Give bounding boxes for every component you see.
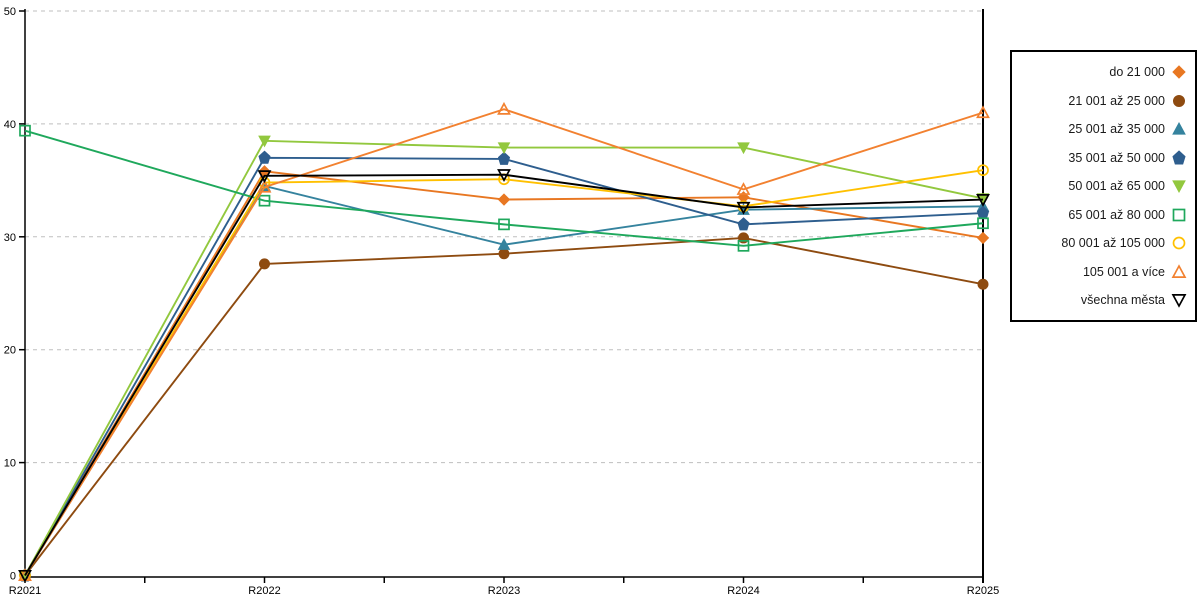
triangle-up-marker-icon (497, 238, 511, 250)
series-line (24, 173, 984, 576)
legend-item-label: 80 001 až 105 000 (1061, 236, 1165, 250)
pentagon-marker-icon (1172, 149, 1186, 164)
series-5 (19, 124, 989, 252)
legend-pentagon-icon (1172, 149, 1186, 164)
legend-diamond-icon (1172, 65, 1186, 79)
legend-item-label: do 21 000 (1109, 65, 1165, 79)
legend-circle-icon (1173, 94, 1185, 107)
series-0 (18, 165, 990, 582)
square-marker-icon (19, 124, 31, 137)
square-marker-icon (1172, 208, 1186, 221)
legend-item-label: 65 001 až 80 000 (1068, 207, 1165, 222)
circle-marker-icon (977, 278, 989, 290)
y-tick-label: 50 (4, 6, 16, 18)
legend-item: 50 001 až 65 000 (1016, 172, 1187, 201)
legend-item-label: 50 001 až 65 000 (1068, 179, 1165, 193)
legend-item: 65 001 až 80 000 (1016, 200, 1187, 229)
legend-item-label: 25 001 až 35 000 (1068, 122, 1165, 136)
legend-item: 21 001 až 25 000 (1016, 86, 1187, 115)
series-line (24, 156, 984, 576)
x-tick-label: R2023 (488, 585, 520, 597)
legend-triangle-down-icon (1172, 180, 1186, 194)
triangle-down-marker-icon (737, 142, 750, 155)
square-marker-icon (258, 194, 271, 207)
x-tick-label: R2024 (727, 585, 759, 597)
series-6 (19, 164, 989, 582)
legend-item-label: 21 001 až 25 000 (1068, 93, 1165, 108)
series-line (24, 129, 984, 247)
legend-triangle-up-icon (1171, 263, 1187, 278)
legend-triangle-up-icon (1172, 121, 1186, 135)
triangle-up-marker-icon (736, 182, 751, 195)
x-tick-label: R2025 (967, 585, 999, 597)
y-tick-label: 10 (4, 458, 16, 470)
series-3 (18, 150, 990, 582)
legend-square-icon (1172, 208, 1186, 221)
legend-circle-icon (1172, 236, 1186, 250)
diamond-marker-icon (1172, 65, 1186, 79)
x-tick-label: R2021 (9, 585, 41, 597)
y-tick-label: 40 (4, 119, 16, 131)
triangle-down-marker-icon (497, 169, 511, 182)
circle-marker-icon (259, 258, 270, 270)
circle-marker-icon (1173, 94, 1185, 107)
series-1 (19, 232, 989, 581)
triangle-down-marker-icon (258, 135, 271, 148)
legend-item-label: všechna města (1080, 293, 1165, 307)
triangle-down-marker-icon (1171, 294, 1187, 308)
triangle-up-marker-icon (257, 179, 272, 193)
y-tick-label: 20 (4, 345, 16, 357)
legend-item-label: 105 001 a více (1082, 264, 1165, 279)
diamond-marker-icon (497, 193, 511, 206)
circle-marker-icon (977, 164, 989, 177)
pentagon-marker-icon (497, 151, 511, 165)
series-line (24, 139, 984, 576)
series-8 (18, 169, 990, 583)
circle-marker-icon (1172, 236, 1186, 250)
series-2 (18, 179, 990, 581)
triangle-down-marker-icon (497, 142, 511, 155)
square-marker-icon (977, 217, 989, 230)
legend-item: 80 001 až 105 000 (1016, 229, 1187, 258)
triangle-down-marker-icon (257, 170, 272, 184)
triangle-up-marker-icon (1171, 263, 1187, 278)
pentagon-marker-icon (737, 217, 750, 231)
legend: do 21 000 21 001 až 25 000 25 001 až 35 00… (1010, 50, 1197, 322)
legend-item: všechna města (1016, 286, 1187, 315)
legend-triangle-down-icon (1171, 294, 1187, 308)
pentagon-marker-icon (258, 150, 271, 164)
triangle-up-marker-icon (497, 101, 511, 115)
triangle-down-marker-icon (1172, 180, 1186, 194)
diamond-marker-icon (976, 231, 990, 245)
series-line (24, 108, 984, 576)
legend-item: 25 001 až 35 000 (1016, 115, 1187, 144)
legend-item-label: 35 001 až 50 000 (1068, 150, 1165, 165)
square-marker-icon (737, 239, 750, 252)
legend-item: 35 001 až 50 000 (1016, 143, 1187, 172)
series-line (24, 169, 984, 576)
triangle-up-marker-icon (976, 105, 990, 119)
series-line (24, 170, 984, 576)
x-tick-label: R2022 (248, 585, 280, 597)
legend-item: 105 001 a více (1016, 257, 1187, 286)
triangle-down-marker-icon (18, 569, 32, 583)
triangle-down-marker-icon (976, 194, 990, 207)
legend-item: do 21 000 (1016, 58, 1187, 87)
triangle-down-marker-icon (736, 201, 751, 215)
series-line (24, 236, 984, 577)
circle-marker-icon (498, 248, 510, 260)
y-tick-label: 30 (4, 232, 16, 244)
triangle-up-marker-icon (1172, 121, 1186, 135)
square-marker-icon (498, 218, 510, 231)
y-tick-label: 0 (10, 571, 16, 583)
